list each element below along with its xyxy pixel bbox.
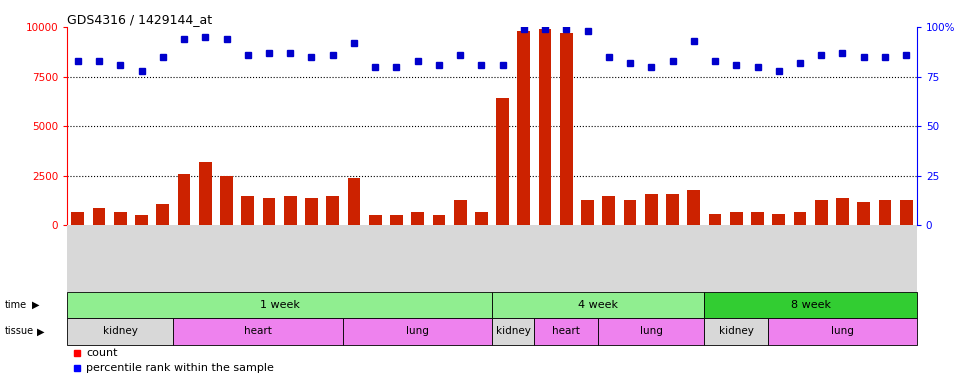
Bar (496, 98, 509, 225)
Bar (645, 194, 658, 225)
Text: 1 week: 1 week (259, 300, 300, 310)
Text: kidney: kidney (719, 326, 754, 336)
Bar (284, 195, 297, 225)
Bar (705, 318, 768, 344)
Bar (687, 190, 700, 225)
Bar (411, 212, 424, 225)
Text: kidney: kidney (495, 326, 531, 336)
Text: time: time (5, 300, 27, 310)
Bar (156, 204, 169, 225)
Bar (708, 214, 721, 225)
Bar (535, 318, 598, 344)
Text: lung: lung (640, 326, 662, 336)
Text: percentile rank within the sample: percentile rank within the sample (85, 363, 274, 373)
Bar (836, 198, 849, 225)
Bar (433, 215, 445, 225)
Bar (705, 291, 917, 318)
Bar (174, 318, 344, 344)
Bar (624, 200, 636, 225)
Bar (768, 318, 917, 344)
Bar (369, 215, 381, 225)
Bar (773, 214, 785, 225)
Text: count: count (85, 348, 117, 358)
Bar (390, 215, 403, 225)
Text: 8 week: 8 week (791, 300, 830, 310)
Bar (560, 33, 573, 225)
Text: GDS4316 / 1429144_at: GDS4316 / 1429144_at (67, 13, 212, 26)
Bar (93, 208, 106, 225)
Bar (539, 29, 551, 225)
Bar (751, 212, 764, 225)
Bar (815, 200, 828, 225)
Bar (794, 212, 806, 225)
Bar (263, 198, 276, 225)
Bar (241, 195, 254, 225)
Bar (603, 195, 615, 225)
Bar (598, 318, 705, 344)
Text: ▶: ▶ (36, 326, 44, 336)
Bar (878, 200, 891, 225)
Bar (71, 212, 84, 225)
Bar (326, 195, 339, 225)
Text: heart: heart (552, 326, 580, 336)
Bar (857, 202, 870, 225)
Bar (730, 212, 743, 225)
Text: tissue: tissue (5, 326, 34, 336)
Bar (67, 318, 174, 344)
Bar (348, 178, 360, 225)
Bar (581, 200, 594, 225)
Bar (475, 212, 488, 225)
Bar (305, 198, 318, 225)
Bar (492, 318, 535, 344)
Bar (666, 194, 679, 225)
Bar (220, 176, 233, 225)
Text: kidney: kidney (103, 326, 137, 336)
Bar (199, 162, 211, 225)
Text: heart: heart (245, 326, 273, 336)
Text: 4 week: 4 week (578, 300, 618, 310)
Bar (135, 215, 148, 225)
Bar (517, 31, 530, 225)
Bar (492, 291, 705, 318)
Text: lung: lung (831, 326, 853, 336)
Bar (900, 200, 913, 225)
Bar (67, 291, 492, 318)
Bar (344, 318, 492, 344)
Bar (178, 174, 190, 225)
Bar (454, 200, 467, 225)
Bar (114, 212, 127, 225)
Text: lung: lung (406, 326, 429, 336)
Text: ▶: ▶ (32, 300, 39, 310)
